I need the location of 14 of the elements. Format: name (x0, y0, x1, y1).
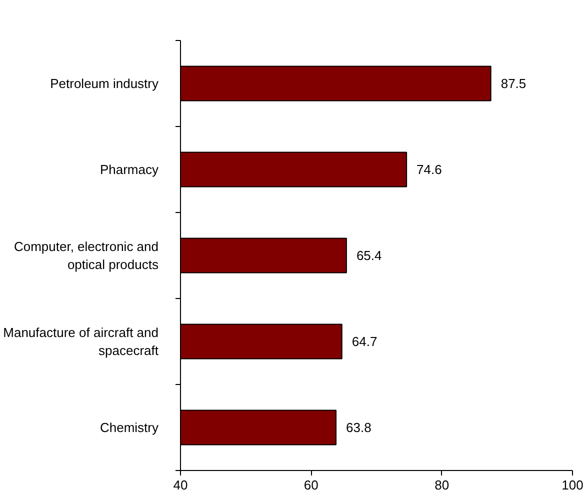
y-tick-label: Petroleum industry (50, 76, 159, 91)
data-label: 65.4 (356, 248, 382, 263)
y-tick-label: Computer, electronic and optical products (14, 239, 159, 272)
y-tick-label: Pharmacy (100, 162, 159, 177)
y-tick-label: Manufacture of aircraft and spacecraft (3, 325, 159, 358)
data-label: 87.5 (500, 76, 526, 91)
x-tick-label: 100 (562, 478, 584, 492)
x-tick-label: 60 (304, 478, 318, 492)
x-tick-label: 40 (173, 478, 188, 492)
data-label: 74.6 (416, 162, 442, 177)
data-label: 64.7 (352, 334, 378, 349)
y-tick-label: Chemistry (100, 420, 159, 435)
x-tick-label: 80 (434, 478, 450, 492)
data-label: 63.8 (346, 420, 372, 435)
